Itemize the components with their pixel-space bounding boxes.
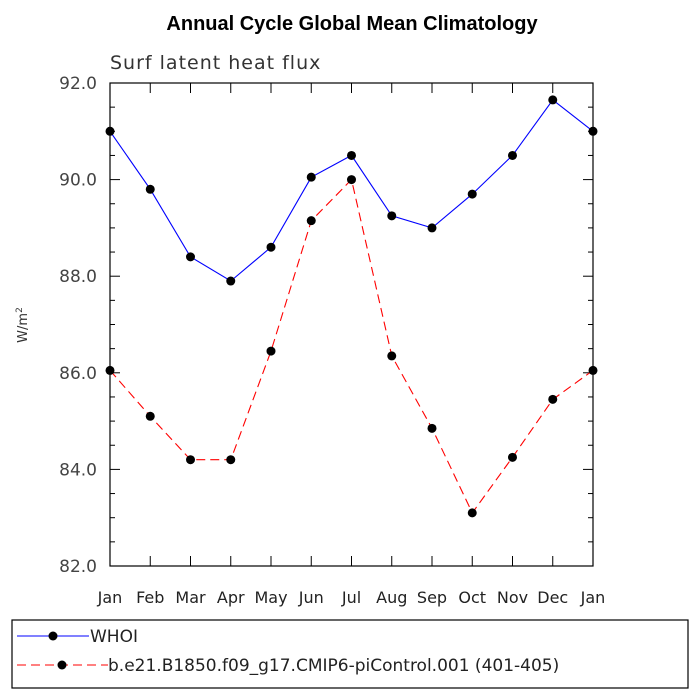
y-tick-label: 86.0 xyxy=(59,364,97,384)
x-tick-label: Mar xyxy=(175,588,206,607)
y-tick-label: 84.0 xyxy=(59,460,97,480)
series-1-point xyxy=(145,411,155,421)
x-tick-label: Nov xyxy=(497,588,528,607)
x-tick-label: Apr xyxy=(217,588,245,607)
y-tick-label: 90.0 xyxy=(59,171,97,191)
series-0-point xyxy=(427,223,437,233)
x-tick-label: Oct xyxy=(458,588,486,607)
series-line-0 xyxy=(109,99,594,282)
series-1-point xyxy=(427,423,437,433)
series-1-point xyxy=(306,216,316,226)
x-tick-label: Aug xyxy=(376,588,407,607)
series-0-point xyxy=(105,126,115,136)
series-0-point xyxy=(186,252,195,262)
legend-box xyxy=(11,619,689,689)
chart-title: Annual Cycle Global Mean Climatology xyxy=(166,13,538,35)
series-1-point xyxy=(588,365,598,375)
y-axis: 82.0 84.0 86.0 88.0 90.0 92.0 xyxy=(59,74,593,577)
series-0-point xyxy=(145,184,155,194)
series-0-point xyxy=(226,276,236,286)
series-0-point xyxy=(306,172,316,182)
x-tick-label: May xyxy=(254,588,287,607)
series-1-point xyxy=(548,394,558,404)
series-0-point xyxy=(508,150,517,160)
series-layer xyxy=(105,95,598,518)
legend-label-model: b.e21.B1850.f09_g17.CMIP6-piControl.001 … xyxy=(108,656,559,676)
x-tick-label: Sep xyxy=(417,588,447,607)
y-tick-label: 92.0 xyxy=(59,74,97,94)
x-tick-label: Jan xyxy=(580,588,606,607)
series-1-point xyxy=(266,346,276,356)
y-tick-label: 88.0 xyxy=(59,267,97,287)
series-0-point xyxy=(347,150,356,160)
series-0-point xyxy=(387,211,397,221)
series-0-point xyxy=(588,126,598,136)
series-0-point xyxy=(266,242,276,252)
x-axis: Jan Feb Mar Apr May Jun Jul Aug Sep Oct Nov Dec Jan xyxy=(97,83,606,607)
x-tick-label: Jul xyxy=(341,588,361,607)
y-tick-label: 82.0 xyxy=(59,557,97,577)
series-1-point xyxy=(226,455,236,465)
x-tick-label: Jan xyxy=(97,588,123,607)
x-tick-label: Jun xyxy=(298,588,324,607)
series-1-point xyxy=(387,351,397,361)
series-1-point xyxy=(105,365,115,375)
legend-label-whoi: WHOI xyxy=(90,627,138,647)
series-0-point xyxy=(467,189,477,199)
y-axis-label: W/m2 xyxy=(15,307,31,343)
series-1-point xyxy=(467,508,477,518)
legend-marker-model xyxy=(57,660,67,670)
legend-marker-whoi xyxy=(48,631,58,641)
legend: WHOI b.e21.B1850.f09_g17.CMIP6-piControl… xyxy=(17,627,559,676)
chart-subtitle: Surf latent heat flux xyxy=(110,52,321,74)
series-line-1 xyxy=(109,178,594,514)
series-1-point xyxy=(186,455,195,465)
series-1-point xyxy=(347,175,356,185)
x-tick-label: Feb xyxy=(136,588,164,607)
series-0-point xyxy=(548,95,558,105)
series-1-point xyxy=(508,452,517,462)
x-tick-label: Dec xyxy=(537,588,568,607)
